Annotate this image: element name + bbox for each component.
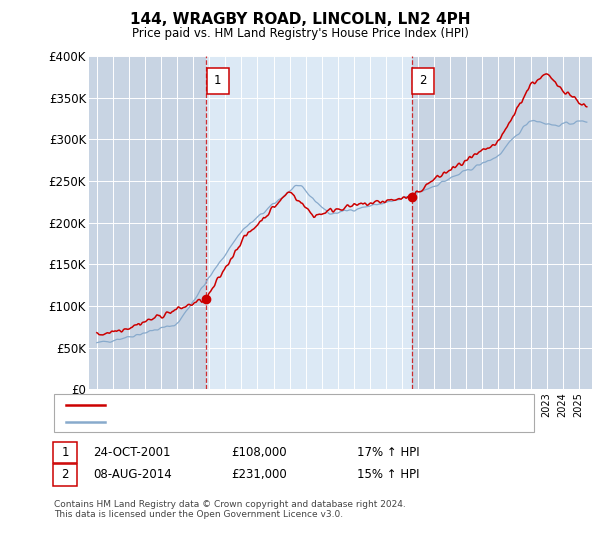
Text: HPI: Average price, detached house, Lincoln: HPI: Average price, detached house, Linc… (112, 417, 358, 427)
Text: 08-AUG-2014: 08-AUG-2014 (93, 468, 172, 482)
Text: Price paid vs. HM Land Registry's House Price Index (HPI): Price paid vs. HM Land Registry's House … (131, 27, 469, 40)
Text: 17% ↑ HPI: 17% ↑ HPI (357, 446, 419, 459)
Text: 1: 1 (61, 446, 69, 459)
Bar (206, 56, 412, 389)
Text: 144, WRAGBY ROAD, LINCOLN, LN2 4PH (detached house): 144, WRAGBY ROAD, LINCOLN, LN2 4PH (deta… (112, 400, 437, 410)
Text: £108,000: £108,000 (231, 446, 287, 459)
Text: 15% ↑ HPI: 15% ↑ HPI (357, 468, 419, 482)
Text: Contains HM Land Registry data © Crown copyright and database right 2024.
This d: Contains HM Land Registry data © Crown c… (54, 500, 406, 519)
Text: 144, WRAGBY ROAD, LINCOLN, LN2 4PH: 144, WRAGBY ROAD, LINCOLN, LN2 4PH (130, 12, 470, 27)
Text: 24-OCT-2001: 24-OCT-2001 (93, 446, 170, 459)
Text: 2: 2 (61, 468, 69, 482)
Text: 1: 1 (214, 74, 221, 87)
Text: £231,000: £231,000 (231, 468, 287, 482)
Text: 2: 2 (419, 74, 427, 87)
